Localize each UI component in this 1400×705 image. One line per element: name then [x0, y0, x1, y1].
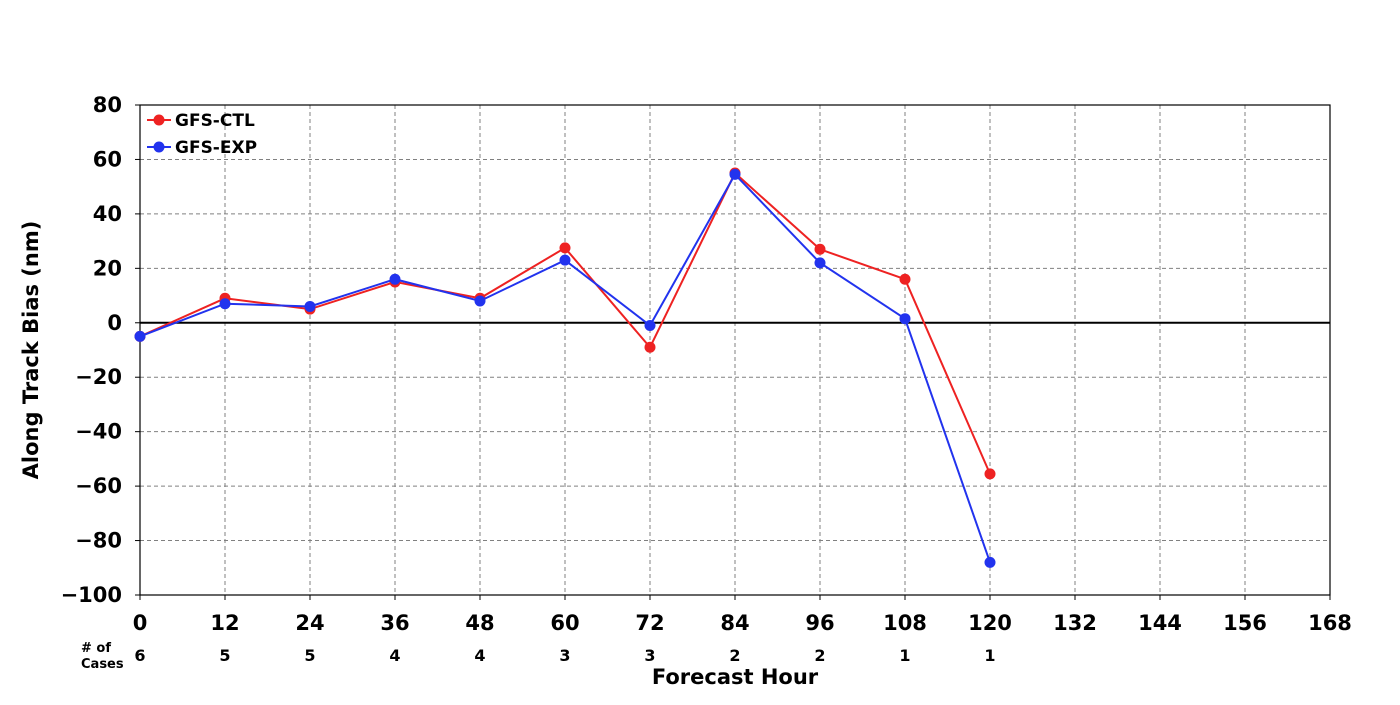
x-axis-title: Forecast Hour	[652, 665, 819, 689]
y-tick-label: −40	[75, 420, 122, 444]
cases-count-label: 5	[219, 646, 230, 665]
cases-count-label: 2	[729, 646, 740, 665]
legend: GFS-CTL GFS-EXP	[147, 111, 257, 158]
cases-count-label: 3	[644, 646, 655, 665]
y-tick-label: 40	[93, 202, 122, 226]
legend-label: GFS-EXP	[175, 138, 257, 158]
cases-count-label: 3	[559, 646, 570, 665]
x-tick-label: 120	[968, 611, 1012, 635]
data-point-gfs-exp	[984, 556, 996, 568]
series-layer	[134, 167, 996, 568]
cases-count-label: 1	[899, 646, 910, 665]
data-point-gfs-exp	[559, 254, 571, 266]
x-tick-label: 132	[1053, 611, 1097, 635]
data-point-gfs-ctl	[814, 243, 826, 255]
data-point-gfs-exp	[389, 273, 401, 285]
data-point-gfs-ctl	[644, 341, 656, 353]
data-point-gfs-exp	[814, 257, 826, 269]
legend-item-gfs-ctl: GFS-CTL	[147, 111, 255, 131]
data-point-gfs-ctl	[559, 242, 571, 254]
y-tick-label: −20	[75, 365, 122, 389]
cases-count-label: 2	[814, 646, 825, 665]
cases-count-label: 6	[134, 646, 145, 665]
x-tick-label: 156	[1223, 611, 1267, 635]
y-axis-title: Along Track Bias (nm)	[19, 221, 43, 480]
x-tick-label: 36	[380, 611, 409, 635]
data-point-gfs-exp	[899, 313, 911, 325]
y-tick-label: 0	[107, 311, 122, 335]
data-point-gfs-exp	[219, 298, 231, 310]
x-tick-label: 60	[550, 611, 579, 635]
data-point-gfs-exp	[304, 300, 316, 312]
data-point-gfs-exp	[474, 295, 486, 307]
cases-count-label: 5	[304, 646, 315, 665]
cases-title-line1: # of	[81, 641, 111, 656]
x-tick-label: 144	[1138, 611, 1182, 635]
y-tick-label: −100	[61, 583, 122, 607]
cases-count-label: 4	[474, 646, 485, 665]
x-tick-label: 108	[883, 611, 927, 635]
y-tick-label: 20	[93, 256, 122, 280]
x-tick-label: 0	[133, 611, 148, 635]
grid-layer	[140, 105, 1330, 595]
data-point-gfs-exp	[644, 320, 656, 331]
x-tick-label: 24	[295, 611, 324, 635]
y-tick-label: 80	[93, 93, 122, 117]
x-tick-label: 96	[805, 611, 834, 635]
cases-title-line2: Cases	[81, 657, 124, 672]
cases-count-label: 4	[389, 646, 400, 665]
data-point-gfs-exp	[729, 168, 741, 180]
x-tick-label: 84	[720, 611, 749, 635]
y-tick-label: 60	[93, 147, 122, 171]
x-tick-label: 72	[635, 611, 664, 635]
data-point-gfs-ctl	[899, 273, 911, 285]
x-tick-label: 12	[210, 611, 239, 635]
cases-layer: # of Cases 6 5 5 4 4 3 3 2 2 1 1	[81, 641, 996, 672]
y-tick-label: −80	[75, 529, 122, 553]
y-tick-label: −60	[75, 474, 122, 498]
legend-label: GFS-CTL	[175, 111, 255, 131]
data-point-gfs-exp	[134, 330, 146, 342]
x-tick-label: 48	[465, 611, 494, 635]
legend-swatch-marker	[153, 141, 165, 153]
cases-count-label: 1	[984, 646, 995, 665]
x-tick-label: 168	[1308, 611, 1352, 635]
legend-swatch-marker	[153, 114, 165, 126]
legend-item-gfs-exp: GFS-EXP	[147, 138, 257, 158]
data-point-gfs-ctl	[984, 468, 996, 480]
tick-layer: 0 12 24 36 48 60 72 84 96 108 120 132 144 156 168 80 60 4…	[61, 93, 1352, 635]
